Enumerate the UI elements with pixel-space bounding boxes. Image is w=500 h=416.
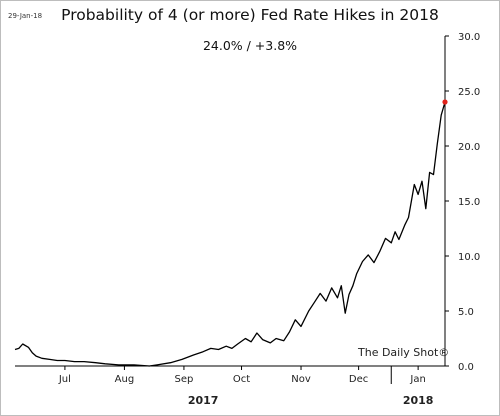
x-tick-label: Nov bbox=[291, 374, 311, 385]
last-point-marker bbox=[442, 99, 448, 105]
y-tick-label: 0.0 bbox=[458, 362, 474, 373]
source-label: The Daily Shot® bbox=[358, 346, 450, 359]
x-tick-label: Sep bbox=[174, 374, 193, 385]
y-tick-label: 15.0 bbox=[458, 197, 480, 208]
y-tick-label: 10.0 bbox=[458, 252, 480, 263]
year-label: 2017 bbox=[188, 394, 219, 407]
y-tick-label: 5.0 bbox=[458, 307, 474, 318]
series-line bbox=[14, 101, 446, 367]
y-tick-label: 30.0 bbox=[458, 32, 480, 43]
chart-title: Probability of 4 (or more) Fed Rate Hike… bbox=[61, 6, 439, 24]
x-tick-label: Jul bbox=[58, 374, 71, 385]
x-tick-label: Oct bbox=[233, 374, 250, 385]
chart-subtitle: 24.0% / +3.8% bbox=[202, 38, 298, 53]
y-tick-label: 20.0 bbox=[458, 142, 480, 153]
x-tick-label: Jan bbox=[409, 374, 425, 385]
date-stamp: 29-Jan-18 bbox=[8, 12, 43, 20]
x-tick-label: Dec bbox=[349, 374, 368, 385]
x-tick-label: Aug bbox=[115, 374, 135, 385]
y-tick-label: 25.0 bbox=[458, 87, 480, 98]
year-label: 2018 bbox=[403, 394, 434, 407]
